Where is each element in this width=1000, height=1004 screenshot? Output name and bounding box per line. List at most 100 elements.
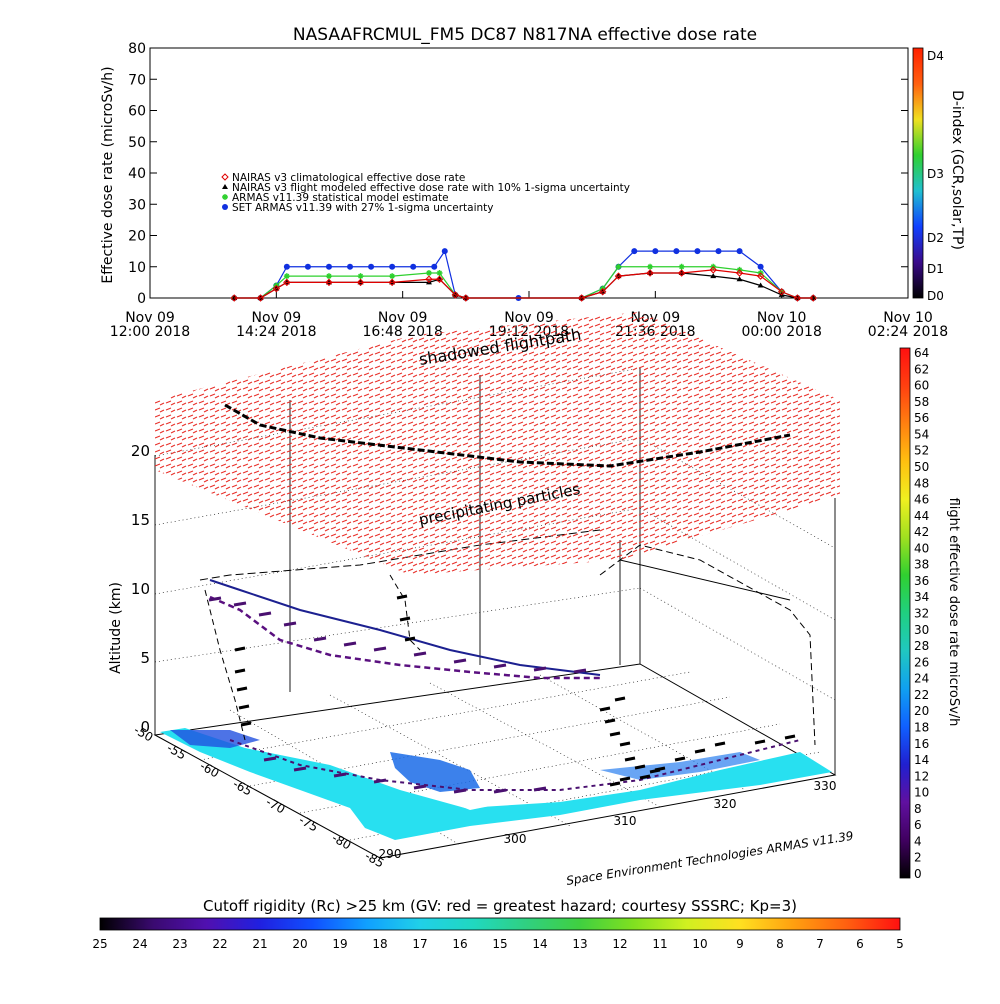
altitude-tick-label: 10 xyxy=(131,580,150,598)
dose-rate-tick: 54 xyxy=(914,427,929,441)
top-x-label-time: 02:24 2018 xyxy=(868,324,948,340)
series-marker-diamond xyxy=(272,284,281,293)
series-marker-asterisk xyxy=(389,273,396,280)
cutoff-rigidity-tick: 20 xyxy=(292,937,307,951)
altitude-tick-label: 15 xyxy=(131,511,150,529)
series-marker-diamond xyxy=(356,278,365,287)
track-marker-purple xyxy=(493,663,507,669)
dose-rate-tick: 28 xyxy=(914,639,929,653)
series-marker-triangle xyxy=(222,184,228,189)
track-marker-purple xyxy=(413,651,427,657)
d-index-ticks: D0 D1 D2 D3 D4 xyxy=(927,49,944,303)
series-marker-asterisk xyxy=(283,273,290,280)
latitude-tick-label: -65 xyxy=(231,777,255,799)
series-marker-diamond xyxy=(793,294,802,302)
top-y-tick-label: 70 xyxy=(128,72,146,88)
track-marker-purple xyxy=(283,621,297,627)
top-y-ticks: 0 10 20 30 40 50 60 70 80 xyxy=(128,41,908,307)
top-y-axis-label: Effective dose rate (microSv/h) xyxy=(100,66,116,283)
track-marker xyxy=(784,734,796,740)
altitude-tick-label: 0 xyxy=(140,718,150,736)
series-marker-asterisk xyxy=(436,270,443,276)
series-marker-diamond xyxy=(709,266,717,274)
track-marker-purple xyxy=(373,778,387,784)
dose-rate-tick: 24 xyxy=(914,672,929,686)
cutoff-rigidity-colorbar xyxy=(99,917,901,931)
cutoff-rigidity-tick: 12 xyxy=(612,937,627,951)
series-marker-circle xyxy=(441,248,448,255)
series-marker-asterisk xyxy=(325,273,332,280)
track-marker xyxy=(236,686,248,692)
track-marker-purple xyxy=(293,766,307,772)
cutoff-rigidity-tick: 18 xyxy=(372,937,387,951)
dose-rate-tick: 60 xyxy=(914,379,929,393)
top-x-label-date: Nov 09 xyxy=(378,310,428,326)
track-marker xyxy=(609,731,621,737)
track-marker xyxy=(399,616,411,622)
cutoff-rigidity-tick: 7 xyxy=(816,937,824,951)
d-index-tick: D2 xyxy=(927,231,944,245)
dose-rate-tick: 50 xyxy=(914,460,929,474)
track-marker-purple xyxy=(333,772,347,778)
top-x-label-date: Nov 09 xyxy=(125,310,175,326)
top-y-tick-label: 50 xyxy=(128,135,146,151)
series-marker-circle xyxy=(694,248,701,255)
series-marker-diamond xyxy=(435,275,444,283)
series-marker-diamond xyxy=(425,275,433,283)
cutoff-rigidity-tick: 8 xyxy=(776,937,784,951)
top-y-tick-label: 10 xyxy=(128,260,146,276)
series-marker-diamond xyxy=(677,269,686,277)
antarctica-map xyxy=(160,728,832,840)
series-marker-diamond xyxy=(451,291,460,299)
top-y-tick-label: 40 xyxy=(128,166,146,182)
cutoff-rigidity-tick: 22 xyxy=(212,937,227,951)
series-marker-circle xyxy=(410,263,417,270)
dose-rate-tick: 46 xyxy=(914,493,929,507)
series-marker-diamond xyxy=(809,294,817,302)
dose-rate-tick: 2 xyxy=(914,851,922,865)
precipitating-particles-layer xyxy=(155,312,840,575)
longitude-tick-label: 320 xyxy=(714,797,737,811)
dose-rate-tick: 8 xyxy=(914,802,922,816)
altitude-tick-label: 20 xyxy=(131,442,150,460)
track-marker-purple xyxy=(258,611,272,617)
series-marker-diamond xyxy=(256,294,265,302)
series-marker-diamond xyxy=(388,278,396,287)
cutoff-rigidity-tick: 13 xyxy=(572,937,587,951)
track-marker xyxy=(634,764,646,770)
series-marker-circle xyxy=(736,248,743,255)
dose-rate-tick: 34 xyxy=(914,590,929,604)
track-marker-purple xyxy=(413,784,427,790)
dose-rate-tick: 18 xyxy=(914,720,929,734)
latitude-tick-label: -50 xyxy=(132,723,156,745)
track-marker xyxy=(614,696,626,702)
series-marker-diamond xyxy=(614,272,623,280)
dose-rate-tick: 30 xyxy=(914,623,929,637)
track-marker xyxy=(694,748,706,754)
top-x-label-time: 00:00 2018 xyxy=(741,324,821,340)
top-x-label-date: Nov 10 xyxy=(757,310,807,326)
top-series-group xyxy=(230,248,817,302)
credit-text: Space Environment Technologies ARMAS v11… xyxy=(565,829,854,888)
cutoff-rigidity-tick: 23 xyxy=(172,937,187,951)
track-marker xyxy=(396,594,408,600)
series-marker-circle xyxy=(283,263,290,270)
longitude-tick-label: 300 xyxy=(504,832,527,846)
series-marker-asterisk xyxy=(647,263,654,270)
dose-rate-tick: 10 xyxy=(914,786,929,800)
latitude-tick-label: -75 xyxy=(297,813,321,835)
longitude-ticks: 290 300 310 320 330 xyxy=(379,779,837,861)
d-index-tick: D0 xyxy=(927,289,944,303)
dose-rate-tick: 56 xyxy=(914,411,929,425)
track-marker-purple xyxy=(343,641,357,647)
track-marker xyxy=(674,756,686,762)
series-marker-diamond xyxy=(598,288,607,296)
altitude-axis-label: Altitude (km) xyxy=(108,582,124,674)
dose-rate-tick: 62 xyxy=(914,362,929,376)
dose-rate-colorbar xyxy=(899,347,911,879)
series-marker-circle xyxy=(389,263,396,270)
dose-rate-tick: 20 xyxy=(914,704,929,718)
latitude-tick-label: -70 xyxy=(264,795,288,817)
dose-rate-tick: 36 xyxy=(914,574,929,588)
